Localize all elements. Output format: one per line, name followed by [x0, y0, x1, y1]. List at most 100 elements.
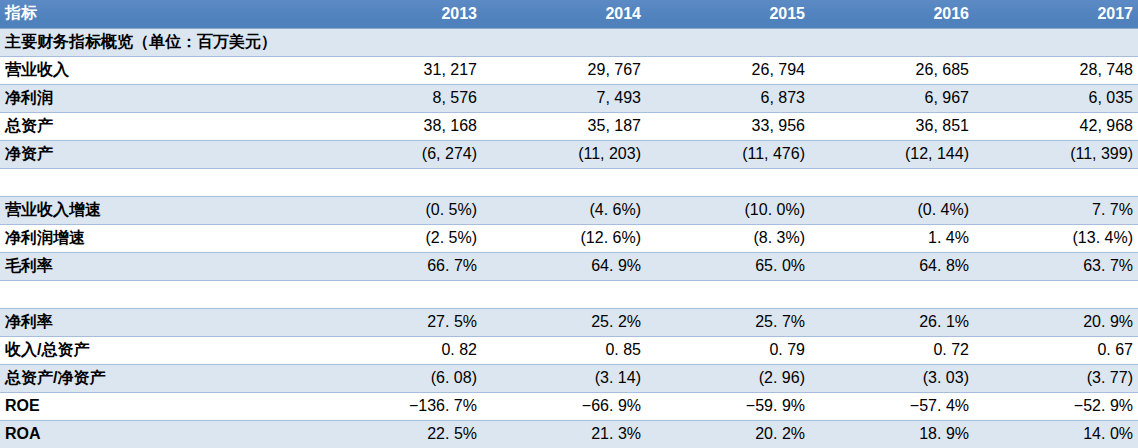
value-cell: [318, 168, 482, 196]
value-cell: (10. 0%): [646, 196, 810, 224]
row-label: 毛利率: [0, 252, 318, 280]
value-cell: (0. 4%): [810, 196, 974, 224]
indicator-column-header: 指标: [0, 0, 318, 28]
value-cell: 22. 5%: [318, 420, 482, 448]
value-cell: (2. 96): [646, 364, 810, 392]
value-cell: 26, 685: [810, 56, 974, 84]
value-cell: 33, 956: [646, 112, 810, 140]
value-cell: 35, 187: [482, 112, 646, 140]
value-cell: 7. 7%: [974, 196, 1138, 224]
value-cell: 31, 217: [318, 56, 482, 84]
value-cell: (12, 144): [810, 140, 974, 168]
value-cell: (11, 476): [646, 140, 810, 168]
value-cell: (13. 4%): [974, 224, 1138, 252]
value-cell: [646, 280, 810, 308]
table-row-revenue: 营业收入 31, 217 29, 767 26, 794 26, 685 28,…: [0, 56, 1138, 84]
value-cell: [810, 280, 974, 308]
value-cell: 0. 82: [318, 336, 482, 364]
value-cell: 8, 576: [318, 84, 482, 112]
value-cell: [974, 280, 1138, 308]
value-cell: 21. 3%: [482, 420, 646, 448]
year-column-header-2014: 2014: [482, 0, 646, 28]
value-cell: 0. 72: [810, 336, 974, 364]
row-label: 净利润增速: [0, 224, 318, 252]
value-cell: 63. 7%: [974, 252, 1138, 280]
row-label: 净利润: [0, 84, 318, 112]
value-cell: 28, 748: [974, 56, 1138, 84]
value-cell: (6. 08): [318, 364, 482, 392]
table-row-revenue-growth: 营业收入增速 (0. 5%) (4. 6%) (10. 0%) (0. 4%) …: [0, 196, 1138, 224]
value-cell: (6, 274): [318, 140, 482, 168]
year-column-header-2013: 2013: [318, 0, 482, 28]
value-cell: 0. 67: [974, 336, 1138, 364]
year-column-header-2017: 2017: [974, 0, 1138, 28]
value-cell: 26, 794: [646, 56, 810, 84]
value-cell: 0. 79: [646, 336, 810, 364]
value-cell: 42, 968: [974, 112, 1138, 140]
value-cell: 64. 8%: [810, 252, 974, 280]
value-cell: 25. 2%: [482, 308, 646, 336]
spacer-row: [0, 168, 1138, 196]
spacer-row: [0, 280, 1138, 308]
year-column-header-2015: 2015: [646, 0, 810, 28]
value-cell: 25. 7%: [646, 308, 810, 336]
value-cell: (3. 77): [974, 364, 1138, 392]
value-cell: 66. 7%: [318, 252, 482, 280]
table-row-total-assets: 总资产 38, 168 35, 187 33, 956 36, 851 42, …: [0, 112, 1138, 140]
row-label: ROA: [0, 420, 318, 448]
value-cell: (3. 14): [482, 364, 646, 392]
value-cell: −59. 9%: [646, 392, 810, 420]
value-cell: [646, 168, 810, 196]
table-row-roa: ROA 22. 5% 21. 3% 20. 2% 18. 9% 14. 0%: [0, 420, 1138, 448]
value-cell: 27. 5%: [318, 308, 482, 336]
row-label: 净资产: [0, 140, 318, 168]
value-cell: 6, 035: [974, 84, 1138, 112]
value-cell: 20. 2%: [646, 420, 810, 448]
value-cell: 38, 168: [318, 112, 482, 140]
value-cell: 20. 9%: [974, 308, 1138, 336]
table-row-roe: ROE −136. 7% −66. 9% −59. 9% −57. 4% −52…: [0, 392, 1138, 420]
value-cell: 29, 767: [482, 56, 646, 84]
table-row-gross-margin: 毛利率 66. 7% 64. 9% 65. 0% 64. 8% 63. 7%: [0, 252, 1138, 280]
value-cell: −66. 9%: [482, 392, 646, 420]
value-cell: (11, 399): [974, 140, 1138, 168]
value-cell: −52. 9%: [974, 392, 1138, 420]
year-column-header-2016: 2016: [810, 0, 974, 28]
financial-indicators-table: 指标 2013 2014 2015 2016 2017 主要财务指标概览（单位：…: [0, 0, 1138, 448]
table-header-row: 指标 2013 2014 2015 2016 2017: [0, 0, 1138, 28]
row-label: ROE: [0, 392, 318, 420]
value-cell: −57. 4%: [810, 392, 974, 420]
value-cell: (8. 3%): [646, 224, 810, 252]
value-cell: [974, 168, 1138, 196]
value-cell: 7, 493: [482, 84, 646, 112]
value-cell: 36, 851: [810, 112, 974, 140]
value-cell: [482, 280, 646, 308]
table-row-net-margin: 净利率 27. 5% 25. 2% 25. 7% 26. 1% 20. 9%: [0, 308, 1138, 336]
value-cell: 1. 4%: [810, 224, 974, 252]
value-cell: 14. 0%: [974, 420, 1138, 448]
value-cell: 18. 9%: [810, 420, 974, 448]
row-label: 收入/总资产: [0, 336, 318, 364]
value-cell: 64. 9%: [482, 252, 646, 280]
row-label: 营业收入增速: [0, 196, 318, 224]
row-label: [0, 280, 318, 308]
row-label: [0, 168, 318, 196]
value-cell: −136. 7%: [318, 392, 482, 420]
value-cell: [482, 168, 646, 196]
row-label: 总资产/净资产: [0, 364, 318, 392]
value-cell: 6, 873: [646, 84, 810, 112]
value-cell: [810, 168, 974, 196]
section-title-row: 主要财务指标概览（单位：百万美元）: [0, 28, 1138, 56]
value-cell: (3. 03): [810, 364, 974, 392]
row-label: 净利率: [0, 308, 318, 336]
table-row-leverage: 总资产/净资产 (6. 08) (3. 14) (2. 96) (3. 03) …: [0, 364, 1138, 392]
value-cell: 0. 85: [482, 336, 646, 364]
value-cell: (4. 6%): [482, 196, 646, 224]
section-title: 主要财务指标概览（单位：百万美元）: [0, 28, 1138, 56]
value-cell: (0. 5%): [318, 196, 482, 224]
value-cell: 26. 1%: [810, 308, 974, 336]
value-cell: [318, 280, 482, 308]
value-cell: (2. 5%): [318, 224, 482, 252]
value-cell: (12. 6%): [482, 224, 646, 252]
table-row-net-assets: 净资产 (6, 274) (11, 203) (11, 476) (12, 14…: [0, 140, 1138, 168]
